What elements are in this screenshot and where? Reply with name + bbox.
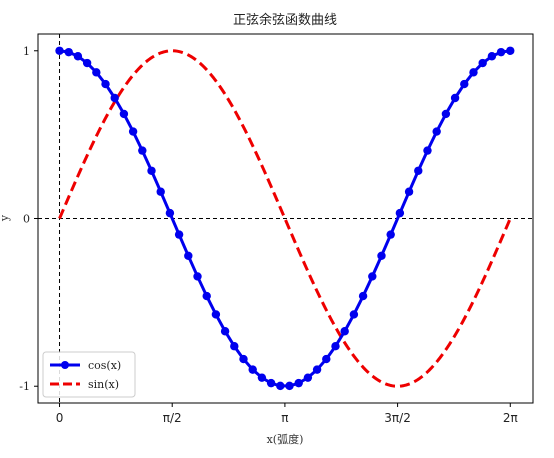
y-tick-label: -1 (19, 380, 30, 393)
data-point-cos (138, 146, 147, 155)
data-point-cos (303, 373, 313, 382)
chart-title: 正弦余弦函数曲线 (233, 12, 337, 28)
data-point-cos (92, 68, 101, 77)
x-tick-label: π (281, 411, 288, 425)
data-point-cos (220, 327, 230, 336)
data-point-cos (165, 208, 175, 218)
data-point-cos (110, 93, 119, 103)
data-point-cos (377, 251, 386, 261)
data-point-cos (230, 342, 239, 351)
data-point-cos (349, 310, 359, 319)
data-point-cos (156, 187, 165, 196)
legend: cos(x) sin(x) (42, 351, 136, 398)
data-point-cos (128, 127, 138, 136)
data-point-cos (248, 365, 257, 374)
data-point-cos (193, 272, 202, 281)
data-point-cos (414, 166, 423, 175)
x-axis-ticks: 0 π/2 π 3π/2 2π (56, 403, 518, 425)
data-point-cos (450, 93, 460, 103)
x-tick-label: π/2 (163, 411, 182, 425)
data-point-cos (64, 47, 73, 57)
data-point-cos (82, 58, 92, 68)
data-point-cos (496, 47, 506, 57)
data-point-cos (285, 381, 294, 391)
data-point-cos (404, 187, 414, 196)
data-point-cos (331, 342, 340, 351)
legend-marker-cos (61, 361, 69, 369)
data-point-cos (266, 378, 276, 388)
data-point-cos (294, 378, 303, 388)
x-tick-label: 0 (56, 411, 64, 425)
data-point-cos (239, 354, 248, 364)
data-point-cos (432, 127, 441, 136)
x-tick-label: 3π/2 (384, 411, 411, 425)
data-point-cos (73, 52, 83, 61)
legend-label-cos: cos(x) (88, 359, 121, 372)
data-point-cos (202, 291, 211, 301)
data-point-cos (101, 79, 110, 89)
data-point-cos (368, 272, 377, 281)
data-point-cos (423, 146, 432, 155)
y-tick-label: 0 (23, 213, 30, 226)
data-point-cos (386, 230, 395, 239)
x-axis-label: x(弧度) (267, 432, 304, 446)
data-point-cos (276, 381, 285, 391)
data-point-cos (147, 166, 156, 175)
legend-label-sin: sin(x) (88, 378, 119, 391)
data-point-cos (441, 109, 451, 119)
x-tick-label: 2π (503, 411, 518, 425)
data-point-cos (469, 68, 478, 77)
data-point-cos (460, 79, 469, 89)
data-point-cos (174, 230, 184, 239)
data-point-cos (358, 291, 368, 301)
data-point-cos (184, 251, 193, 261)
data-point-cos (322, 354, 331, 364)
data-point-cos (340, 327, 349, 336)
data-point-cos (119, 109, 129, 119)
data-point-cos (506, 46, 515, 55)
data-point-cos (211, 310, 221, 319)
y-axis-ticks: 1 0 -1 (19, 45, 38, 393)
data-point-cos (257, 373, 267, 382)
data-point-cos (487, 52, 497, 61)
data-point-cos (395, 208, 405, 218)
y-tick-label: 1 (23, 45, 30, 58)
y-axis-label: y (0, 214, 11, 222)
data-point-cos (55, 46, 64, 55)
reference-lines (38, 34, 533, 403)
series-layer (55, 46, 515, 391)
data-point-cos (312, 365, 322, 374)
data-point-cos (478, 58, 487, 68)
